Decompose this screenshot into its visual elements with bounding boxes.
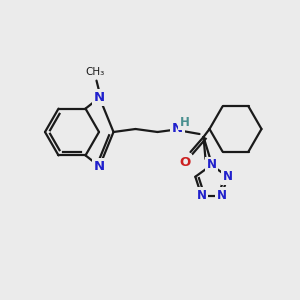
Text: N: N bbox=[223, 170, 233, 183]
Text: CH₃: CH₃ bbox=[85, 67, 104, 76]
Text: N: N bbox=[94, 160, 105, 173]
Text: N: N bbox=[206, 158, 217, 172]
Text: N: N bbox=[94, 91, 105, 104]
Text: N: N bbox=[196, 189, 206, 202]
Text: N: N bbox=[172, 122, 183, 136]
Text: O: O bbox=[179, 155, 190, 169]
Text: N: N bbox=[217, 189, 226, 202]
Text: H: H bbox=[180, 116, 189, 128]
